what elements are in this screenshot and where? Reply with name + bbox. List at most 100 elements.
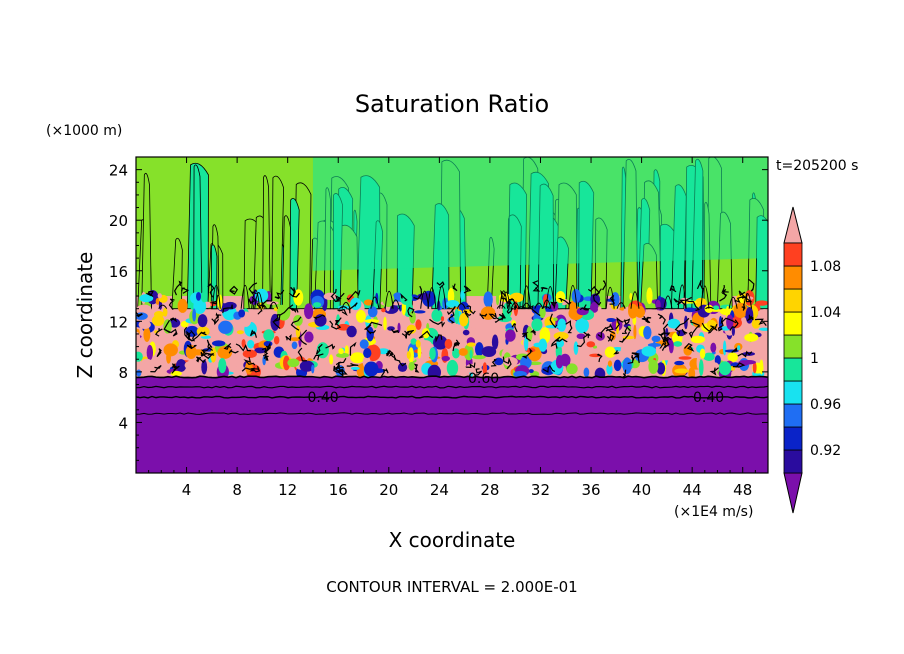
colorbar-over-triangle	[783, 206, 803, 244]
contour-line	[522, 302, 532, 309]
mixing-cell	[217, 346, 233, 359]
contour-line	[338, 306, 348, 310]
x-tick-label: 40	[632, 481, 651, 499]
contour-line	[400, 293, 408, 302]
colorbar-tick-label: 1	[810, 351, 819, 367]
contour-line	[534, 302, 544, 309]
x-tick-label: 36	[581, 481, 600, 499]
mixing-cell	[143, 326, 151, 342]
mixing-cell	[673, 341, 683, 347]
mixing-cell	[607, 360, 613, 367]
mixing-cell	[524, 336, 529, 351]
contour-label: 0.40	[693, 390, 724, 406]
mixing-cell	[289, 337, 301, 342]
mixing-cell	[667, 318, 681, 329]
mixing-cell	[238, 309, 246, 318]
teal-upper-region	[312, 157, 768, 271]
colorbar-segment	[783, 311, 803, 336]
contour-line	[490, 358, 498, 367]
contour-line	[241, 367, 256, 372]
mixing-cell	[483, 291, 493, 308]
mixing-cell	[629, 292, 633, 301]
y-tick-label: 20	[109, 212, 128, 230]
contour-line	[717, 320, 724, 332]
contour-line	[728, 296, 738, 309]
contour-line	[248, 296, 257, 305]
contour-line	[465, 362, 476, 369]
contour-line	[297, 347, 307, 362]
contour-line	[420, 290, 430, 309]
x-axis-label: X coordinate	[389, 528, 516, 552]
contour-line	[186, 343, 197, 350]
contour-line	[169, 317, 178, 323]
mixing-cell	[193, 298, 207, 314]
contour-plot-area	[136, 157, 768, 473]
mixing-cell	[684, 315, 688, 330]
contour-label: 0.40	[307, 390, 338, 406]
mixing-cell	[553, 317, 558, 321]
contour-line	[196, 356, 202, 361]
plume-region	[262, 175, 271, 310]
mixing-cell	[338, 348, 344, 355]
mixing-cell	[710, 342, 717, 353]
mixing-cell	[643, 325, 652, 340]
contour-line	[623, 318, 631, 326]
contour-line	[488, 312, 498, 320]
contour-line	[240, 285, 250, 309]
mixing-cell	[509, 292, 524, 303]
mixing-cell	[699, 348, 706, 359]
mixing-cell	[136, 312, 148, 320]
contour-line	[364, 321, 383, 331]
contour-line	[499, 290, 509, 309]
contour-line	[168, 298, 175, 310]
mixing-cell	[218, 357, 227, 374]
contour-line	[452, 339, 461, 352]
x-unit-label: (×1E4 m/s)	[674, 504, 753, 520]
contour-line	[555, 338, 568, 343]
mixing-cell	[195, 292, 202, 301]
mixing-cell	[472, 355, 486, 360]
contour-line	[346, 290, 361, 301]
contour-line	[463, 310, 472, 318]
colorbar-segment	[783, 449, 803, 474]
plume-region	[141, 172, 152, 310]
colorbar-segment	[783, 334, 803, 359]
mixing-cell	[299, 360, 315, 372]
mixing-cell	[469, 349, 473, 359]
contour-line	[436, 281, 445, 289]
contour-line	[527, 304, 541, 317]
contour-line	[690, 319, 700, 328]
contour-line	[251, 289, 261, 309]
mixing-cell	[458, 348, 468, 356]
mixing-cell	[741, 359, 756, 365]
contour-line	[684, 342, 695, 352]
mixing-cell	[381, 308, 386, 313]
colorbar-under-triangle	[783, 472, 803, 514]
mixing-cell	[400, 291, 413, 306]
mixing-cell	[628, 303, 639, 319]
contour-line	[545, 285, 555, 309]
mixing-cell	[138, 320, 151, 329]
contour-line	[619, 331, 631, 343]
mixing-cell	[573, 341, 579, 355]
contour-line	[657, 313, 666, 325]
contour-line	[313, 314, 326, 320]
contour-line	[335, 358, 347, 369]
mixing-cell	[410, 338, 417, 345]
contour-line	[262, 345, 271, 357]
mixing-cell	[157, 293, 162, 299]
mixing-cell	[710, 362, 720, 373]
contour-line	[510, 302, 520, 309]
mixing-cell	[323, 292, 338, 301]
contour-line	[150, 364, 162, 373]
mixing-cell	[665, 327, 669, 337]
contour-line	[731, 347, 738, 353]
contour-line	[745, 293, 753, 303]
contour-line	[448, 311, 455, 324]
mixing-cell	[359, 339, 369, 349]
contour-line	[709, 367, 719, 376]
mixing-cell	[683, 307, 697, 313]
contour-line	[738, 290, 747, 299]
contour-line	[655, 307, 664, 310]
